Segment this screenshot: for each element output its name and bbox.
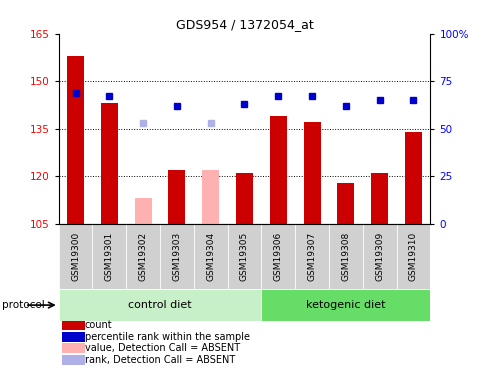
Text: value, Detection Call = ABSENT: value, Detection Call = ABSENT: [84, 343, 239, 353]
Bar: [261, 224, 295, 289]
Bar: [261, 289, 429, 321]
Bar: [269, 116, 286, 224]
Text: GSM19306: GSM19306: [273, 232, 282, 281]
Bar: [101, 104, 118, 224]
Bar: [160, 224, 193, 289]
Text: GSM19303: GSM19303: [172, 232, 181, 281]
Text: GSM19304: GSM19304: [206, 232, 215, 281]
Bar: [202, 170, 219, 224]
Text: count: count: [84, 320, 112, 330]
Bar: [67, 56, 84, 224]
Bar: [227, 224, 261, 289]
Bar: [168, 170, 185, 224]
Text: protocol: protocol: [2, 300, 45, 310]
Text: GSM19302: GSM19302: [139, 232, 147, 281]
Text: GSM19310: GSM19310: [408, 232, 417, 281]
Bar: [59, 289, 261, 321]
Bar: [362, 224, 396, 289]
Text: GSM19309: GSM19309: [374, 232, 384, 281]
Bar: [295, 224, 328, 289]
Bar: [92, 224, 126, 289]
Bar: [337, 183, 354, 224]
Text: GSM19300: GSM19300: [71, 232, 80, 281]
Bar: [404, 132, 421, 224]
Bar: [62, 320, 84, 330]
Bar: [236, 173, 252, 224]
Bar: [59, 224, 92, 289]
Title: GDS954 / 1372054_at: GDS954 / 1372054_at: [175, 18, 313, 31]
Bar: [62, 355, 84, 365]
Text: percentile rank within the sample: percentile rank within the sample: [84, 332, 249, 342]
Text: GSM19307: GSM19307: [307, 232, 316, 281]
Bar: [370, 173, 387, 224]
Text: GSM19308: GSM19308: [341, 232, 349, 281]
Bar: [303, 122, 320, 224]
Bar: [134, 198, 151, 224]
Bar: [396, 224, 429, 289]
Text: ketogenic diet: ketogenic diet: [305, 300, 385, 310]
Text: GSM19305: GSM19305: [240, 232, 248, 281]
Text: rank, Detection Call = ABSENT: rank, Detection Call = ABSENT: [84, 355, 234, 364]
Text: control diet: control diet: [128, 300, 191, 310]
Bar: [126, 224, 160, 289]
Bar: [328, 224, 362, 289]
Bar: [62, 343, 84, 353]
Text: GSM19301: GSM19301: [104, 232, 114, 281]
Bar: [62, 332, 84, 342]
Bar: [193, 224, 227, 289]
